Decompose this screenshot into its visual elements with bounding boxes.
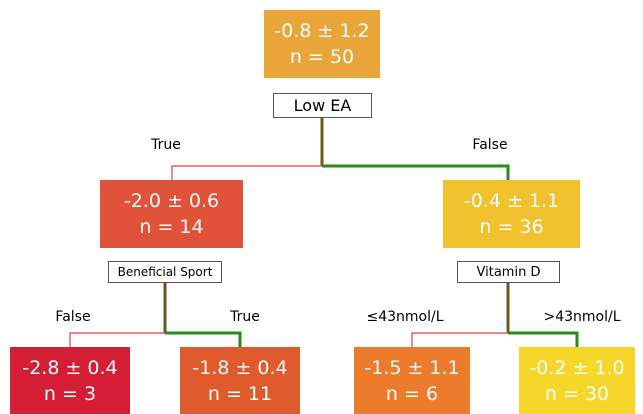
node-count: n = 50 — [289, 46, 355, 68]
node: -0.2 ± 1.0 n = 30 — [519, 347, 635, 414]
node-count: n = 30 — [544, 382, 610, 405]
split-label: Low EA — [273, 93, 372, 118]
node: -1.8 ± 0.4 n = 11 — [180, 347, 300, 414]
node-count: n = 14 — [139, 216, 204, 238]
true-branch — [165, 331, 242, 347]
edge-label: >43nmol/L — [543, 309, 621, 325]
false-branch — [69, 332, 165, 347]
node-count: n = 36 — [479, 216, 544, 238]
split-label: Beneficial Sport — [108, 261, 222, 283]
node-stat: -0.8 ± 1.2 — [274, 20, 370, 42]
edge-label: False — [55, 309, 91, 325]
node-stat: -2.8 ± 0.4 — [22, 356, 118, 379]
edge-label: True — [151, 137, 181, 153]
split-label: Vitamin D — [457, 261, 560, 283]
node: -2.0 ± 0.6 n = 14 — [100, 180, 243, 248]
node-stat: -1.8 ± 0.4 — [192, 356, 288, 379]
node-stat: -2.0 ± 0.6 — [123, 190, 220, 212]
true-branch — [171, 165, 322, 180]
node-count: n = 6 — [385, 382, 439, 405]
high-branch — [508, 331, 579, 347]
edge-label: True — [230, 309, 260, 325]
node: -1.5 ± 1.1 n = 6 — [354, 347, 470, 414]
node: -0.4 ± 1.1 n = 36 — [443, 180, 580, 248]
edge-label: False — [472, 137, 508, 153]
edge-label: ≤43nmol/L — [366, 309, 444, 325]
low-branch — [411, 332, 508, 347]
node-stat: -0.4 ± 1.1 — [463, 190, 560, 212]
node: -0.8 ± 1.2 n = 50 — [264, 10, 380, 78]
false-branch — [322, 164, 510, 180]
node-stat: -0.2 ± 1.0 — [529, 356, 625, 379]
node-stat: -1.5 ± 1.1 — [364, 356, 460, 379]
node-count: n = 3 — [43, 382, 97, 405]
node-count: n = 11 — [207, 382, 273, 405]
node: -2.8 ± 0.4 n = 3 — [10, 347, 130, 414]
